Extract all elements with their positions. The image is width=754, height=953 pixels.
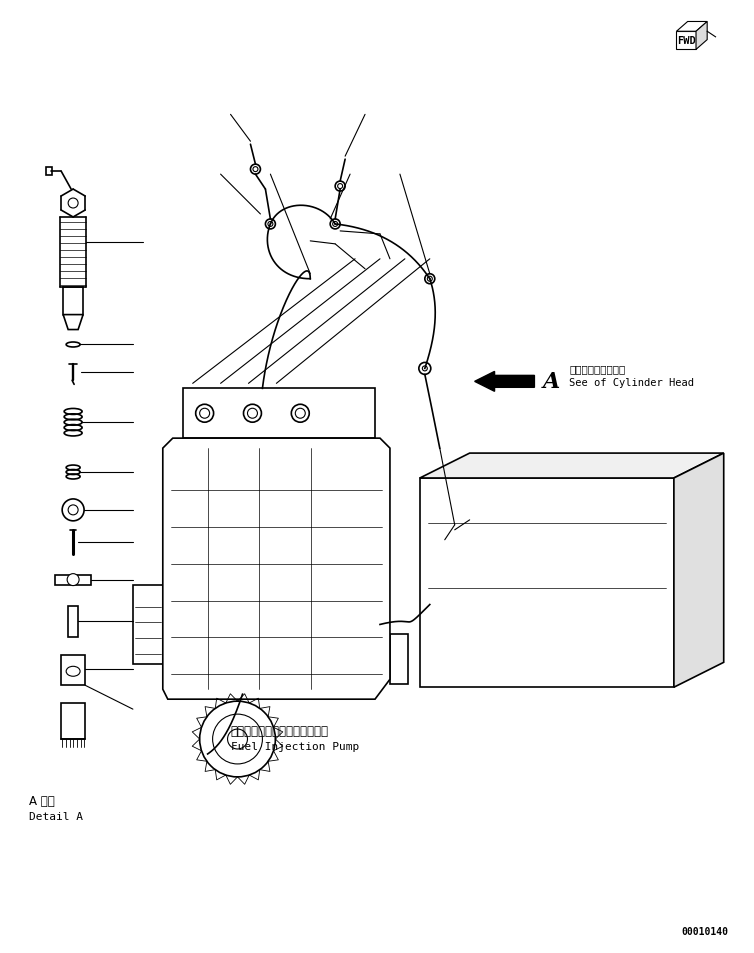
Text: A 詳細: A 詳細 — [29, 794, 55, 807]
Circle shape — [592, 490, 606, 503]
Circle shape — [422, 367, 428, 372]
Circle shape — [596, 493, 602, 500]
Circle shape — [652, 660, 666, 675]
Circle shape — [67, 574, 79, 586]
Text: A: A — [542, 371, 559, 393]
Circle shape — [655, 604, 663, 612]
Polygon shape — [63, 315, 83, 330]
Bar — [390, 635, 408, 684]
Circle shape — [296, 409, 305, 418]
Circle shape — [196, 405, 213, 423]
Circle shape — [428, 277, 432, 282]
Circle shape — [502, 490, 516, 503]
Circle shape — [592, 662, 606, 677]
Circle shape — [477, 508, 482, 513]
Circle shape — [655, 495, 663, 502]
Circle shape — [428, 492, 442, 505]
Circle shape — [655, 579, 663, 586]
Bar — [589, 618, 649, 653]
Circle shape — [247, 409, 257, 418]
Circle shape — [62, 499, 84, 521]
Circle shape — [431, 604, 438, 612]
Text: FWD: FWD — [677, 36, 696, 47]
Text: See of Cylinder Head: See of Cylinder Head — [569, 378, 694, 388]
Polygon shape — [674, 454, 724, 687]
Polygon shape — [163, 438, 390, 700]
Circle shape — [68, 505, 78, 516]
Circle shape — [455, 526, 464, 535]
Bar — [55, 575, 91, 585]
Text: シリンダヘッド参照: シリンダヘッド参照 — [569, 364, 626, 374]
Circle shape — [250, 165, 260, 175]
Circle shape — [457, 528, 462, 533]
Circle shape — [330, 220, 340, 230]
Circle shape — [228, 729, 247, 749]
Ellipse shape — [510, 579, 569, 607]
Text: Detail A: Detail A — [29, 811, 83, 821]
Polygon shape — [676, 23, 707, 32]
Circle shape — [418, 363, 431, 375]
Bar — [182, 389, 375, 438]
Circle shape — [596, 666, 602, 673]
Circle shape — [253, 168, 258, 172]
Ellipse shape — [517, 583, 561, 603]
Polygon shape — [696, 23, 707, 51]
Circle shape — [428, 601, 442, 615]
Circle shape — [333, 222, 338, 227]
Circle shape — [502, 662, 516, 677]
Circle shape — [652, 601, 666, 615]
Circle shape — [428, 576, 442, 590]
Circle shape — [506, 666, 513, 673]
Circle shape — [213, 715, 262, 764]
Circle shape — [506, 493, 513, 500]
Ellipse shape — [581, 579, 641, 607]
Circle shape — [244, 405, 262, 423]
Bar — [61, 703, 85, 740]
Text: Fuel Injection Pump: Fuel Injection Pump — [231, 741, 359, 751]
Text: フェルインジェクションポンプ: フェルインジェクションポンプ — [231, 724, 329, 738]
Circle shape — [425, 274, 435, 284]
Circle shape — [200, 701, 275, 777]
Circle shape — [200, 409, 210, 418]
FancyArrow shape — [474, 372, 535, 392]
Bar — [470, 618, 529, 653]
Circle shape — [338, 184, 342, 190]
Circle shape — [652, 576, 666, 590]
Polygon shape — [676, 32, 696, 51]
Bar — [61, 656, 85, 685]
Circle shape — [431, 579, 438, 586]
Text: 00010140: 00010140 — [682, 926, 728, 936]
Circle shape — [655, 664, 663, 671]
Circle shape — [431, 495, 438, 502]
Polygon shape — [420, 454, 724, 478]
Circle shape — [428, 660, 442, 675]
Bar — [133, 585, 165, 664]
Circle shape — [431, 664, 438, 671]
Bar — [46, 168, 52, 176]
Polygon shape — [420, 478, 674, 687]
Circle shape — [268, 222, 273, 227]
Ellipse shape — [589, 583, 633, 603]
Circle shape — [265, 220, 275, 230]
Circle shape — [291, 405, 309, 423]
Ellipse shape — [438, 579, 498, 607]
Circle shape — [476, 506, 483, 515]
Ellipse shape — [446, 583, 489, 603]
Bar — [68, 606, 78, 638]
Circle shape — [336, 182, 345, 192]
Circle shape — [652, 492, 666, 505]
